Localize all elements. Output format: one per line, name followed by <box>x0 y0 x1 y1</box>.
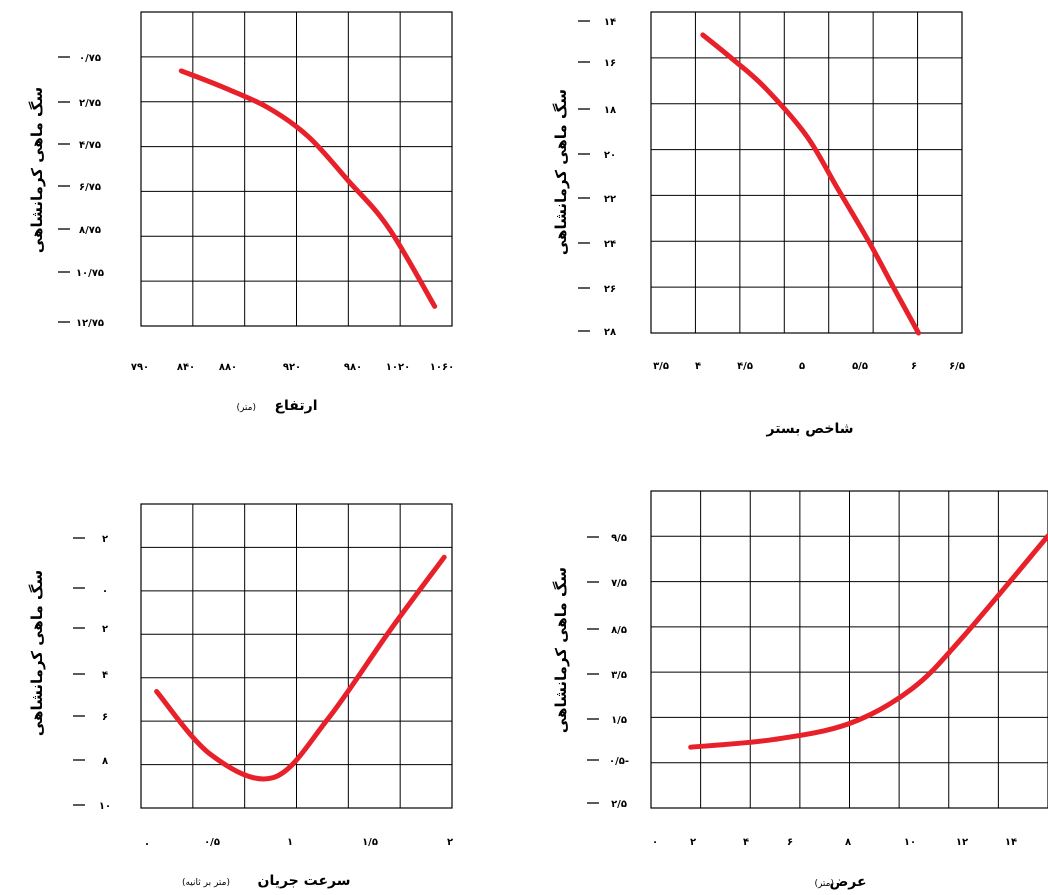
x-tick-label: ۱/۵ <box>362 837 378 848</box>
series-line <box>688 533 1048 750</box>
x-tick-label: ۴/۵ <box>737 361 753 372</box>
x-axis-unit: (متر) <box>814 879 834 889</box>
x-tick-label: ۱۰۲۰ <box>386 362 410 373</box>
y-axis-label: سگ ماهی کرمانشاهی <box>552 567 570 733</box>
series-line <box>154 554 447 782</box>
x-tick-label: ۰/۵ <box>204 837 220 848</box>
y-tick-label: ۱۲/۷۵ <box>76 318 104 329</box>
chart-panel-substrate-index: ۱۴ ۱۶ ۱۸ ۲۰ ۲۲ ۲۴ ۲۶ ۲۸ ۳/۵ ۴ ۴/۵ ۵ ۵/۵ ۶ ۶/۵ سگ ماهی ک… <box>552 11 965 437</box>
x-tick-label: ۶/۵ <box>949 361 965 372</box>
y-tick-label: ۶/۷۵ <box>79 182 101 193</box>
y-tick-label: ۲ <box>102 534 108 545</box>
x-tick-label: ۳/۵ <box>653 361 669 372</box>
y-tick-label: ۰/۵- <box>609 756 629 767</box>
y-axis-label: سگ ماهی کرمانشاهی <box>28 570 46 736</box>
y-tick-label: ۴/۷۵ <box>79 140 101 151</box>
chart-panel-flow-velocity: ۲. ۲ ۴ ۶ ۸ ۱۰. ۰/۵ ۱ ۱/۵ ۲ سگ ماهی کرمانشاهی سرعت ج… <box>28 503 453 889</box>
x-axis-unit: (متر بر ثانیه) <box>182 878 230 888</box>
y-axis-label: سگ ماهی کرمانشاهی <box>28 87 46 253</box>
x-tick-label: ۶ <box>911 361 917 372</box>
y-tick-label: ۱۴ <box>604 17 616 28</box>
y-tick-label: ۲/۷۵ <box>79 98 101 109</box>
y-tick-label: ۸ <box>102 756 108 767</box>
x-axis-label: سرعت جریان <box>258 873 351 889</box>
x-tick-label: ۴ <box>695 361 701 372</box>
x-tick-label: ۱۰۶۰ <box>430 362 454 373</box>
x-tick-label: . <box>145 837 149 848</box>
x-axis-unit: (متر) <box>236 403 256 413</box>
y-tick-label: ۲۲ <box>604 194 616 205</box>
x-tick-label: ۹۸۰ <box>344 362 362 373</box>
x-tick-label: ۰ <box>652 837 658 848</box>
y-tick-label: ۹/۵ <box>611 533 627 544</box>
x-tick-label: ۲ <box>447 837 453 848</box>
x-tick-label: ۵/۵ <box>852 361 868 372</box>
x-tick-label: ۸ <box>845 837 851 848</box>
y-tick-label: ۲ <box>102 624 108 635</box>
x-tick-label: ۱ <box>287 837 293 848</box>
y-tick-label: ۲/۵ <box>611 799 627 810</box>
y-tick-label: ۱/۵ <box>611 715 627 726</box>
x-axis-label: شاخص بستر <box>765 421 853 437</box>
y-tick-label: ۷/۵ <box>611 578 627 589</box>
x-tick-label: ۲ <box>690 837 696 848</box>
y-tick-label: ۱۸ <box>604 105 616 116</box>
y-tick-label: ۱۶ <box>604 58 616 69</box>
y-tick-label: ۸/۷۵ <box>79 225 101 236</box>
x-tick-label: ۱۴ <box>1005 837 1017 848</box>
y-tick-label: ۰/۷۵ <box>79 53 101 64</box>
y-tick-label: ۴ <box>102 670 108 681</box>
y-tick-label: ۱۰ <box>99 801 111 812</box>
chart-panel-elevation: ۰/۷۵ ۲/۷۵ ۴/۷۵ ۶/۷۵ ۸/۷۵ ۱۰/۷۵ ۱۲/۷۵ ۷۹۰ ۸۴۰ ۸۸۰ ۹… <box>28 11 454 414</box>
x-tick-label: ۴ <box>743 837 749 848</box>
x-axis-label: ارتفاع <box>274 398 317 414</box>
x-tick-label: ۷۹۰ <box>131 362 149 373</box>
y-tick-label: ۱۰/۷۵ <box>76 268 104 279</box>
y-tick-label: ۳/۵ <box>611 670 627 681</box>
x-tick-label: ۸۴۰ <box>177 362 195 373</box>
series-line <box>178 68 438 309</box>
y-axis-label: سگ ماهی کرمانشاهی <box>552 89 570 255</box>
chart-panel-width: ۹/۵ ۷/۵ ۸/۵ ۳/۵ ۱/۵ ۰/۵- ۲/۵ ۰ ۲ ۴ ۶ ۸ ۱۰ ۱۲ ۱۴ سگ ماهی… <box>552 490 1048 890</box>
y-tick-label: ۲۸ <box>604 327 616 338</box>
x-tick-label: ۱۲ <box>956 837 968 848</box>
x-tick-label: ۸۸۰ <box>219 362 237 373</box>
y-tick-label: ۲۴ <box>604 239 616 250</box>
x-axis-label: عرض <box>829 874 866 890</box>
plot-frame <box>650 11 963 334</box>
series-line <box>700 32 921 336</box>
y-tick-label: ۶ <box>102 712 108 723</box>
x-tick-label: ۱۰ <box>904 837 916 848</box>
y-tick-label: ۲۶ <box>604 284 616 295</box>
x-tick-label: ۶ <box>787 837 793 848</box>
x-tick-label: ۹۲۰ <box>283 362 301 373</box>
y-tick-label: ۲۰ <box>604 150 616 161</box>
y-tick-label: . <box>103 584 107 595</box>
x-tick-label: ۵ <box>799 361 805 372</box>
y-tick-label: ۸/۵ <box>611 625 627 636</box>
